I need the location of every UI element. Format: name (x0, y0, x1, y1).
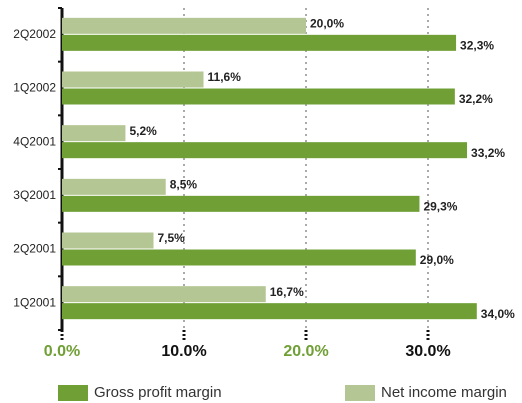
category-label: 3Q2001 (13, 188, 56, 202)
x-tick-label: 20.0% (283, 343, 328, 360)
bar (62, 178, 166, 195)
value-label: 29,3% (423, 200, 457, 214)
value-label: 33,2% (471, 146, 505, 160)
value-label: 32,2% (459, 92, 493, 106)
x-tick-label: 30.0% (405, 343, 450, 360)
category-label: 1Q2002 (13, 81, 56, 95)
bar (62, 88, 455, 105)
value-label: 7,5% (158, 231, 186, 245)
bar (62, 249, 416, 266)
value-label: 32,3% (460, 39, 494, 53)
legend-label: Gross profit margin (94, 384, 222, 401)
value-label: 8,5% (170, 178, 198, 192)
value-label: 34,0% (481, 307, 515, 321)
category-label: 2Q2002 (13, 27, 56, 41)
bar (62, 125, 126, 142)
bar (62, 142, 468, 159)
value-label: 11,6% (208, 70, 242, 84)
value-label: 16,7% (270, 285, 304, 299)
bar (62, 303, 477, 320)
bar (62, 71, 204, 88)
value-label: 5,2% (129, 124, 157, 138)
bar (62, 34, 457, 51)
bar (62, 286, 266, 303)
x-tick-label: 0.0% (44, 343, 80, 360)
value-label: 29,0% (420, 253, 454, 267)
legend-label: Net income margin (381, 384, 507, 401)
legend-swatch (58, 385, 88, 401)
bar (62, 195, 420, 212)
value-label: 20,0% (310, 17, 344, 31)
category-label: 4Q2001 (13, 134, 56, 148)
x-tick-label: 10.0% (161, 343, 206, 360)
bar (62, 17, 306, 34)
category-label: 2Q2001 (13, 242, 56, 256)
bar (62, 232, 154, 249)
legend-swatch (345, 385, 375, 401)
category-label: 1Q2001 (13, 295, 56, 309)
